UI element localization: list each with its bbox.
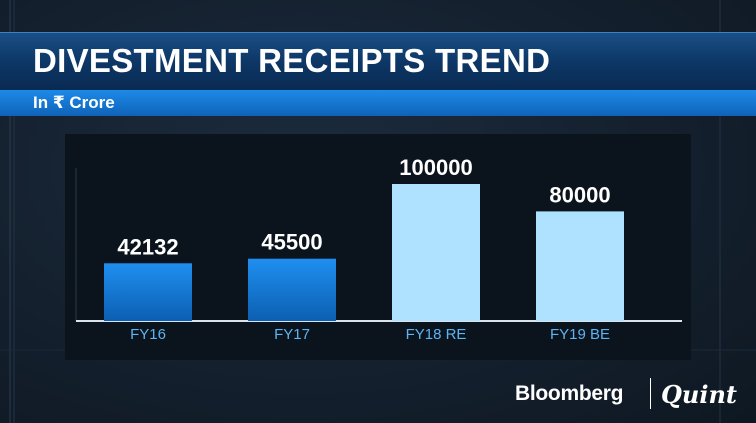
bar-fy17 [248,258,336,321]
bloomberg-logo: Bloomberg [515,382,624,405]
data-label: 42132 [117,234,178,259]
x-tick-label: FY17 [274,326,310,343]
bar-fy19-be [536,211,624,321]
chart-title: DIVESTMENT RECEIPTS TREND [33,42,551,79]
x-tick-label: FY16 [130,326,166,343]
bar-fy18-re [392,184,480,321]
bar-fy16 [104,263,192,321]
title-banner [0,32,756,91]
logo-divider [650,378,651,409]
subtitle-banner [0,90,756,116]
chart-subtitle: In ₹ Crore [33,93,115,112]
quint-logo: Quint [661,379,738,409]
x-tick-label: FY19 BE [550,326,610,343]
data-label: 45500 [261,230,322,255]
data-label: 80000 [549,182,610,207]
x-tick-label: FY18 RE [406,326,467,343]
data-label: 100000 [399,155,472,180]
